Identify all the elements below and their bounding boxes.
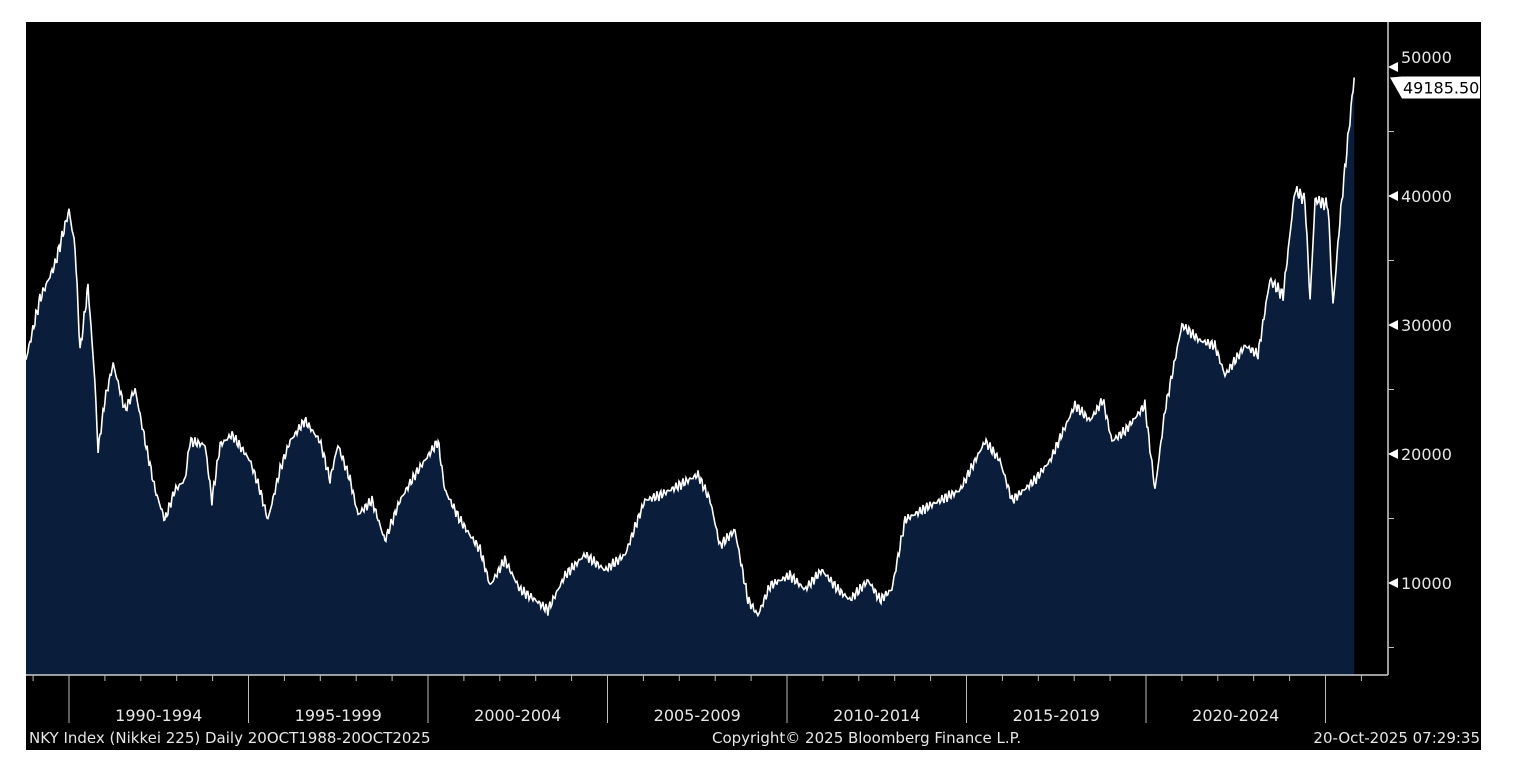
y-tick-marker [1388,449,1398,459]
x-tick-label: 1995-1999 [295,706,382,725]
area-fill [26,77,1355,675]
y-tick-marker [1388,320,1398,330]
x-tick-label: 2015-2019 [1013,706,1100,725]
chart-panel: 1990-1994 1995-1999 2000-2004 2005-2009 2010… [26,22,1481,750]
price-line [26,77,1355,618]
x-tick-label: 2020-2024 [1192,706,1279,725]
footer-security-description: NKY Index (Nikkei 225) Daily 20OCT1988-2… [29,729,431,747]
footer-timestamp: 20-Oct-2025 07:29:35 [1313,729,1480,747]
x-tick-label: 2000-2004 [474,706,561,725]
last-price-label: 49185.50 [1403,79,1479,98]
y-tick-marker [1388,191,1398,201]
footer-copyright: Copyright© 2025 Bloomberg Finance L.P. [712,729,1022,747]
x-tick-label: 1990-1994 [115,706,202,725]
nikkei-area-chart: 1990-1994 1995-1999 2000-2004 2005-2009 2010… [26,22,1480,725]
y-tick-label: 20000 [1401,445,1452,464]
last-price-callout [1390,76,1480,99]
y-tick-label: 50000 [1401,48,1452,67]
y-tick-label: 30000 [1401,316,1452,335]
x-tick-label: 2010-2014 [833,706,920,725]
y-tick-label: 10000 [1401,574,1452,593]
y-tick-marker [1388,578,1398,588]
y-tick-label: 40000 [1401,187,1452,206]
x-tick-label: 2005-2009 [654,706,741,725]
y-tick-marker [1388,62,1398,72]
